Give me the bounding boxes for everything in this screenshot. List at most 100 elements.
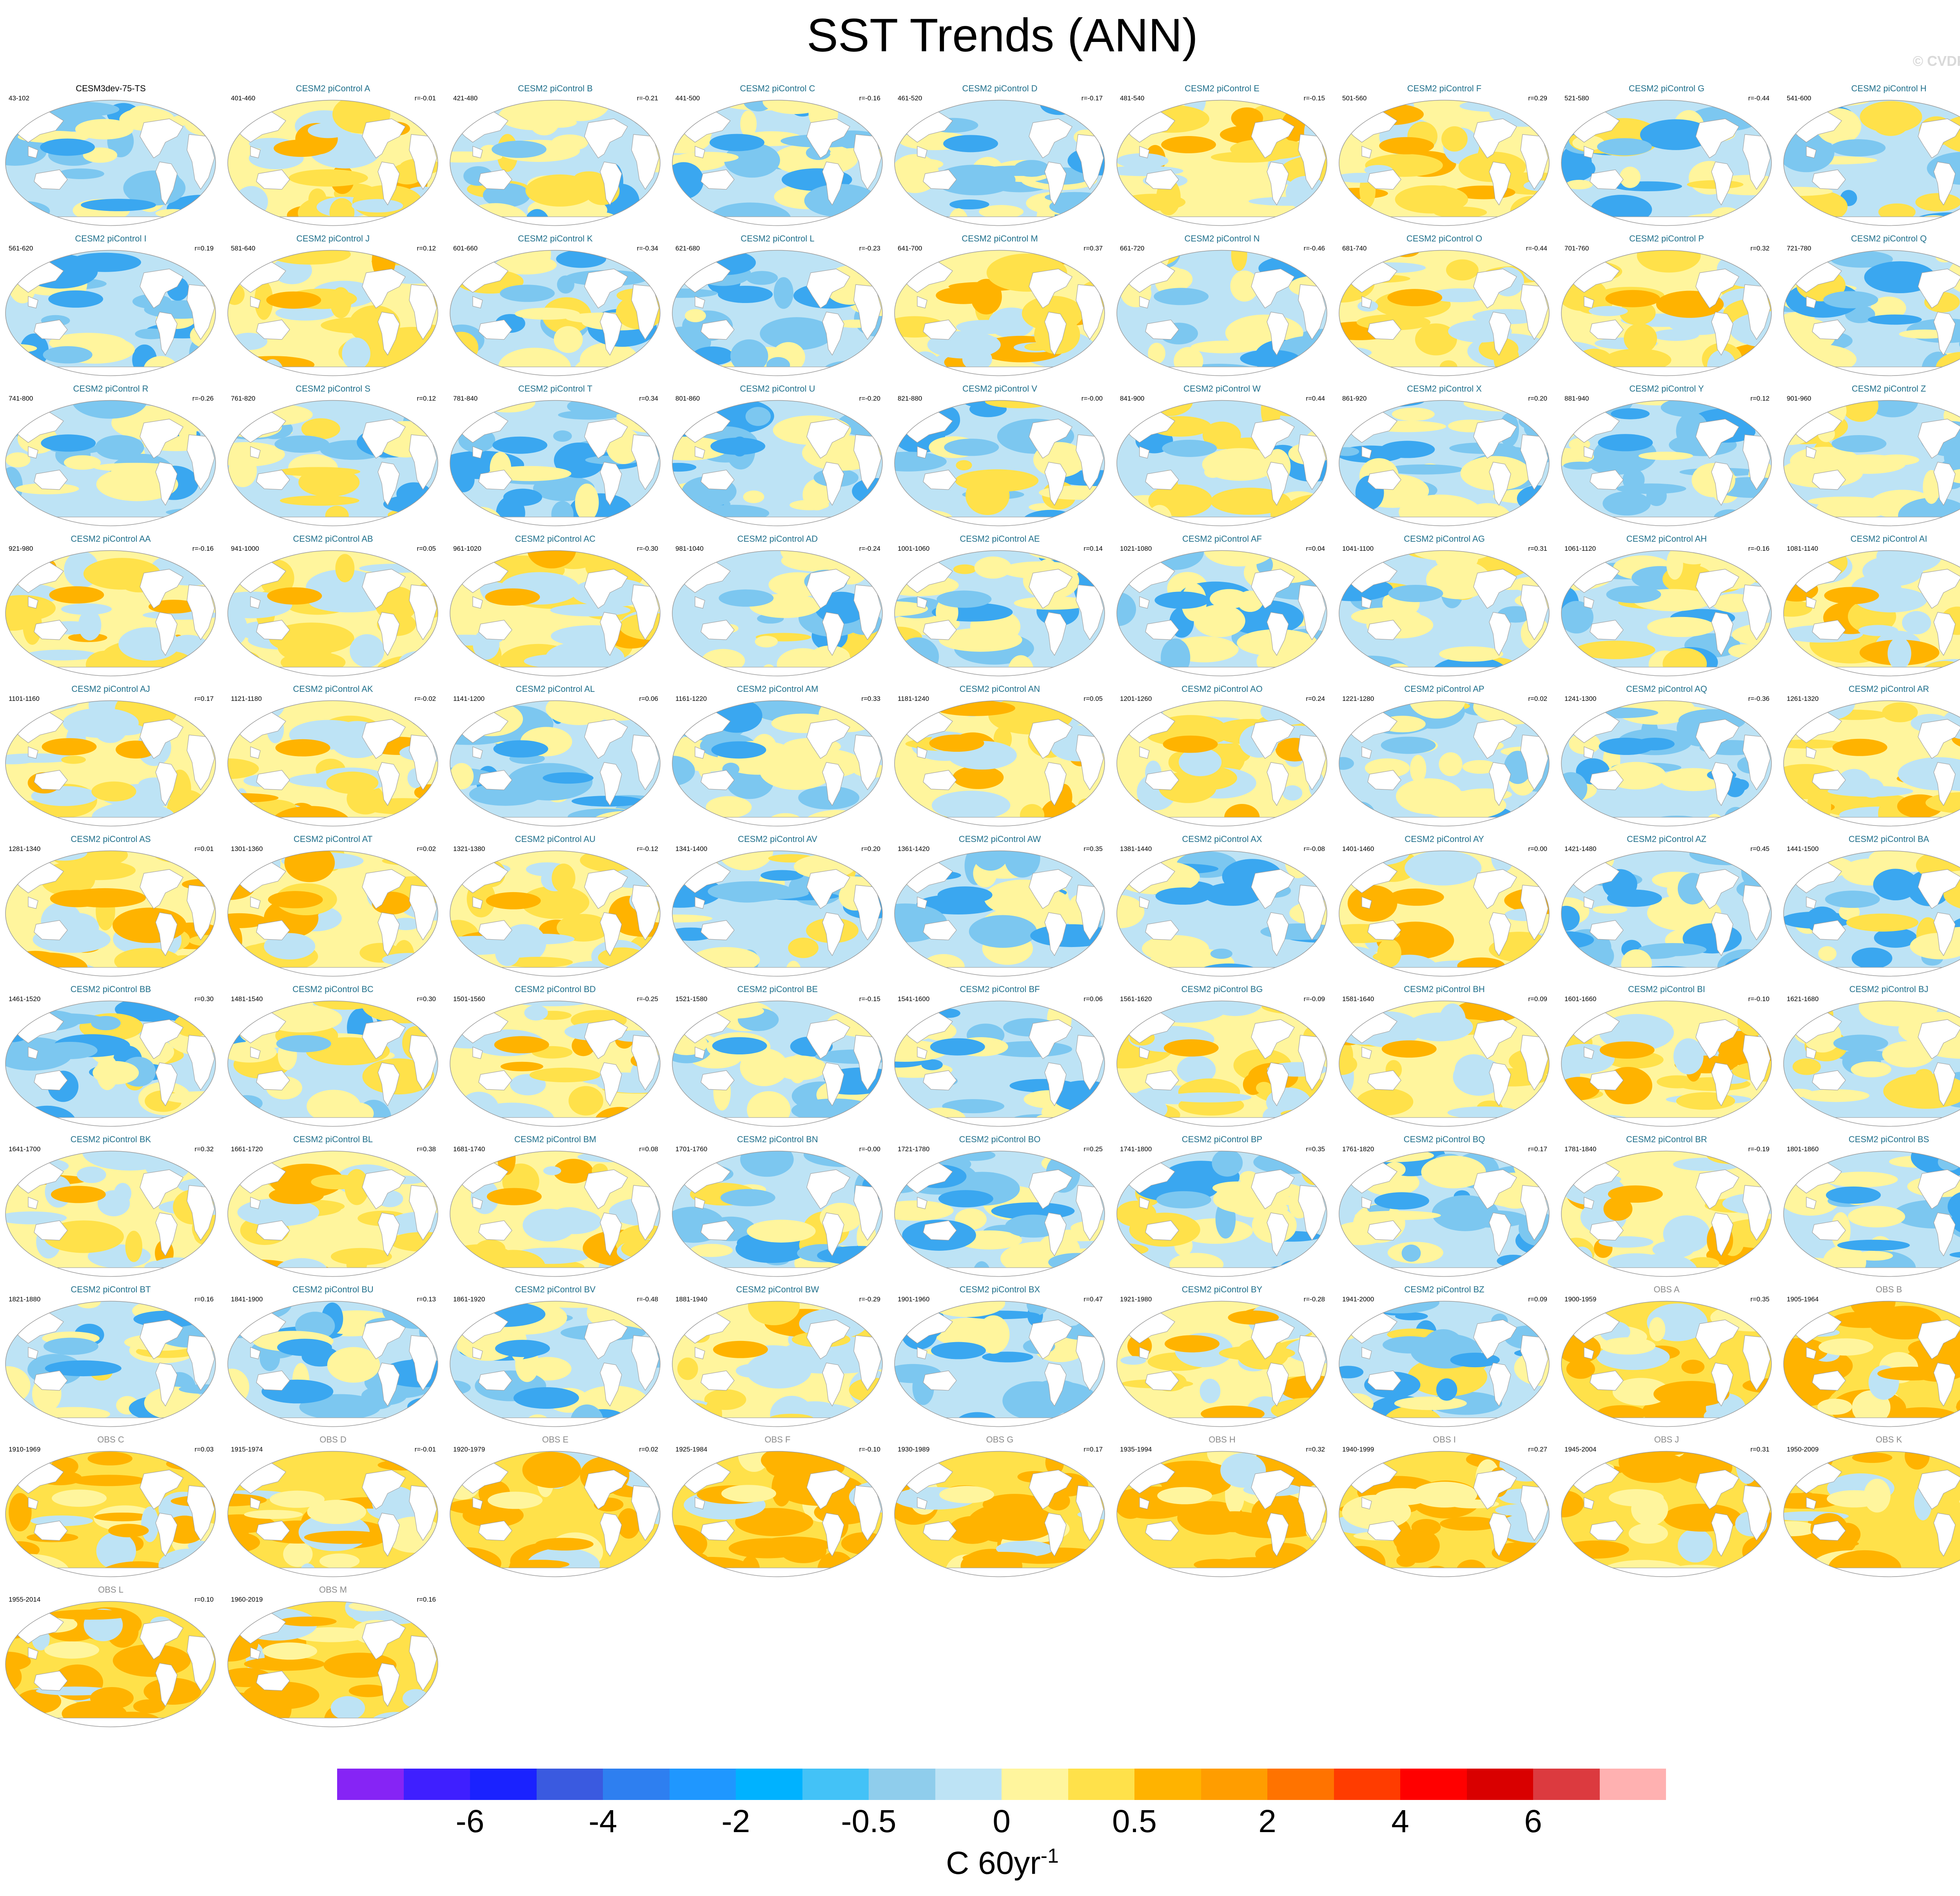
panel-title: OBS E — [542, 1435, 569, 1444]
panel-correlation: r=0.30 — [194, 995, 214, 1003]
panel-correlation: r=-0.26 — [192, 395, 214, 402]
map-panel: CESM2 piControl AV 1341-1400 r=0.20 — [667, 831, 888, 980]
sst-trend-map — [1561, 1000, 1772, 1127]
sst-trend-map — [5, 1150, 216, 1277]
panel-correlation: r=-0.15 — [859, 995, 880, 1003]
panel-correlation: r=0.34 — [639, 395, 658, 402]
map-panel: CESM2 piControl AJ 1101-1160 r=0.17 — [0, 681, 221, 830]
panel-years: 1861-1920 — [453, 1295, 485, 1303]
panel-years: 1341-1400 — [675, 845, 708, 853]
panel-years: 1221-1280 — [1342, 695, 1374, 702]
sst-trend-map — [5, 1301, 216, 1427]
panel-years: 1441-1500 — [1787, 845, 1819, 853]
panel-correlation: r=0.02 — [639, 1446, 658, 1453]
sst-trend-map — [1561, 250, 1772, 376]
map-panel: CESM2 piControl X 861-920 r=0.20 — [1334, 381, 1555, 530]
map-panel: CESM2 piControl AH 1061-1120 r=-0.16 — [1556, 531, 1777, 680]
map-panel: CESM2 piControl BY 1921-1980 r=-0.28 — [1111, 1281, 1333, 1430]
panel-years: 1935-1994 — [1120, 1446, 1152, 1453]
sst-trend-map — [672, 850, 883, 977]
sst-trend-map — [1339, 1000, 1550, 1127]
panel-correlation: r=0.45 — [1750, 845, 1769, 853]
panel-title: CESM2 piControl AE — [960, 534, 1040, 544]
sst-trend-map — [672, 700, 883, 827]
panel-title: CESM2 piControl AM — [737, 684, 818, 694]
map-panel: CESM2 piControl AO 1201-1260 r=0.24 — [1111, 681, 1333, 830]
panel-title: CESM2 piControl T — [518, 384, 593, 394]
credit-watermark: © CVDP-LE — [1913, 53, 1960, 69]
panel-title: CESM2 piControl BF — [960, 984, 1040, 994]
sst-trend-map — [894, 1000, 1105, 1127]
sst-trend-map — [1561, 850, 1772, 977]
panel-title: CESM2 piControl BU — [292, 1285, 374, 1294]
panel-title: CESM2 piControl Y — [1629, 384, 1704, 394]
map-panel: OBS L 1955-2014 r=0.10 — [0, 1582, 221, 1731]
panel-correlation: r=-0.20 — [859, 395, 880, 402]
map-panel: CESM2 piControl U 801-860 r=-0.20 — [667, 381, 888, 530]
panel-years: 661-720 — [1120, 245, 1145, 252]
panel-title: CESM2 piControl S — [296, 384, 370, 394]
sst-trend-map — [227, 100, 438, 226]
panel-title: CESM2 piControl BA — [1848, 834, 1929, 844]
map-panel: CESM2 piControl BR 1781-1840 r=-0.19 — [1556, 1131, 1777, 1280]
panel-correlation: r=0.16 — [194, 1295, 214, 1303]
panel-correlation: r=0.17 — [1528, 1145, 1547, 1153]
panel-title: CESM2 piControl BR — [1626, 1134, 1707, 1144]
panel-correlation: r=0.00 — [1528, 845, 1547, 853]
map-panel: CESM2 piControl AW 1361-1420 r=0.35 — [889, 831, 1111, 980]
panel-title: CESM2 piControl BJ — [1849, 984, 1929, 994]
panel-title: CESM2 piControl F — [1407, 83, 1482, 93]
panel-correlation: r=0.04 — [1306, 545, 1325, 552]
panel-years: 1741-1800 — [1120, 1145, 1152, 1153]
colorbar — [337, 1769, 1666, 1800]
panel-title: CESM2 piControl O — [1406, 234, 1483, 243]
panel-correlation: r=-0.30 — [637, 545, 658, 552]
sst-trend-map — [450, 1301, 661, 1427]
sst-trend-map — [227, 700, 438, 827]
map-panel: CESM2 piControl AT 1301-1360 r=0.02 — [222, 831, 444, 980]
colorbar-labels: -6 -4 -2 -0.5 0 0.5 2 4 6 — [337, 1803, 1666, 1846]
sst-trend-map — [450, 100, 661, 226]
panel-correlation: r=-0.00 — [1081, 395, 1103, 402]
panel-correlation: r=0.02 — [1528, 695, 1547, 702]
sst-trend-map — [894, 250, 1105, 376]
sst-trend-map — [1339, 550, 1550, 677]
map-panel: OBS A 1900-1959 r=0.35 — [1556, 1281, 1777, 1430]
panel-title: CESM2 piControl AB — [293, 534, 373, 544]
panel-years: 541-600 — [1787, 94, 1811, 102]
sst-trend-map — [1339, 100, 1550, 226]
panel-years: 1910-1969 — [9, 1446, 41, 1453]
panel-title: CESM2 piControl AJ — [71, 684, 150, 694]
panel-title: CESM2 piControl J — [296, 234, 370, 243]
sst-trend-map — [1339, 700, 1550, 827]
panel-title: CESM2 piControl AL — [515, 684, 595, 694]
panel-years: 601-660 — [453, 245, 478, 252]
colorbar-swatch — [1068, 1769, 1134, 1800]
map-panel: OBS J 1945-2004 r=0.31 — [1556, 1432, 1777, 1580]
panel-correlation: r=0.35 — [1306, 1145, 1325, 1153]
panel-years: 1781-1840 — [1564, 1145, 1597, 1153]
panel-correlation: r=-0.15 — [1303, 94, 1325, 102]
panel-years: 1881-1940 — [675, 1295, 708, 1303]
panel-title: CESM2 piControl E — [1185, 83, 1259, 93]
panel-years: 1900-1959 — [1564, 1295, 1597, 1303]
panel-correlation: r=-0.08 — [1303, 845, 1325, 853]
sst-trend-map — [1783, 400, 1960, 526]
panel-correlation: r=-0.01 — [414, 94, 436, 102]
sst-trend-map — [894, 1301, 1105, 1427]
panel-title: CESM2 piControl BB — [70, 984, 151, 994]
panel-title: CESM2 piControl Z — [1851, 384, 1926, 394]
panel-years: 881-940 — [1564, 395, 1589, 402]
panel-title: CESM2 piControl BY — [1181, 1285, 1263, 1294]
map-panel: OBS C 1910-1969 r=0.03 — [0, 1432, 221, 1580]
sst-trend-map — [1783, 250, 1960, 376]
panel-correlation: r=0.10 — [194, 1596, 214, 1603]
panel-years: 1321-1380 — [453, 845, 485, 853]
panel-years: 1201-1260 — [1120, 695, 1152, 702]
map-panel: CESM2 piControl AQ 1241-1300 r=-0.36 — [1556, 681, 1777, 830]
colorbar-units: C 60yr-1 — [0, 1844, 1960, 1881]
panel-years: 801-860 — [675, 395, 700, 402]
sst-trend-map — [450, 1000, 661, 1127]
